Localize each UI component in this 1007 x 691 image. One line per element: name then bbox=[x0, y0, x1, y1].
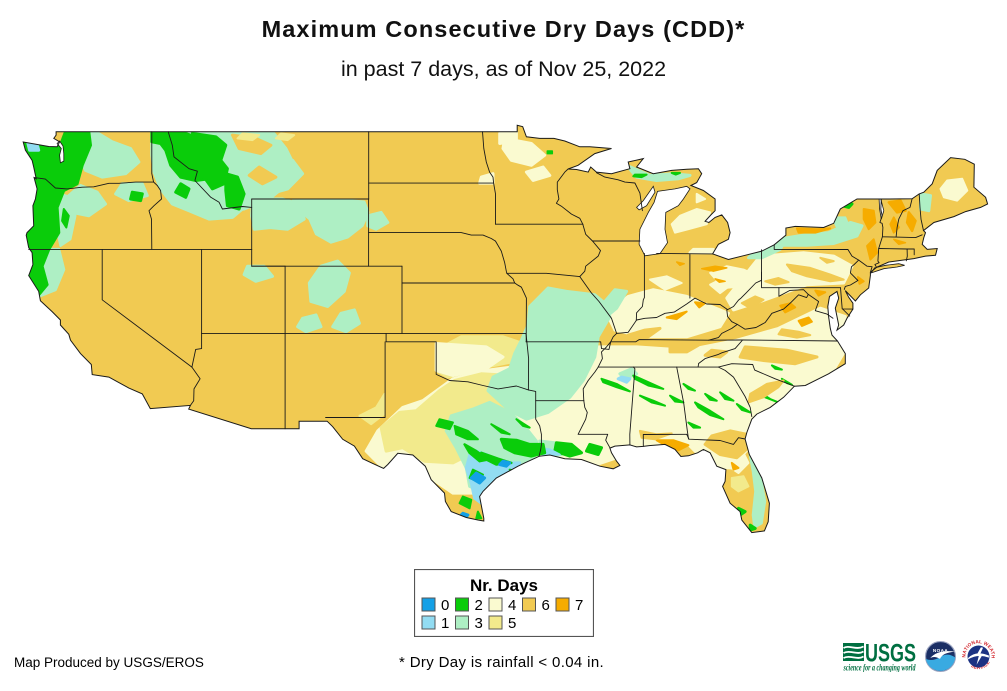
svg-text:1: 1 bbox=[441, 615, 449, 632]
svg-text:7: 7 bbox=[575, 597, 583, 614]
svg-text:3: 3 bbox=[475, 615, 483, 632]
svg-text:NOAA: NOAA bbox=[933, 648, 948, 653]
svg-text:4: 4 bbox=[508, 597, 516, 614]
svg-text:0: 0 bbox=[441, 597, 449, 614]
svg-text:6: 6 bbox=[542, 597, 550, 614]
svg-text:2: 2 bbox=[475, 597, 483, 614]
svg-text:5: 5 bbox=[508, 615, 516, 632]
svg-text:USGS: USGS bbox=[865, 642, 916, 668]
svg-text:Nr. Days: Nr. Days bbox=[470, 576, 538, 595]
svg-text:science for a changing world: science for a changing world bbox=[843, 663, 916, 673]
